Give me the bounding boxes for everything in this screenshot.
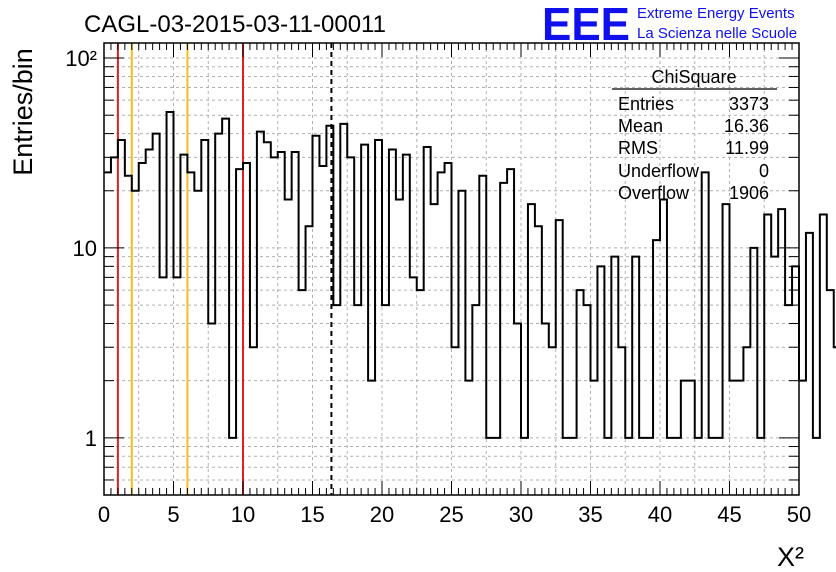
stats-value-underflow: 0 (759, 161, 769, 181)
stats-title: ChiSquare (651, 67, 736, 87)
stats-label-underflow: Underflow (618, 161, 700, 181)
y-tick-label: 1 (85, 426, 97, 451)
stats-value-rms: 11.99 (725, 138, 769, 158)
x-tick-label: 5 (167, 502, 179, 527)
stats-label-entries: Entries (618, 94, 674, 114)
y-tick-label: 10² (65, 46, 97, 71)
x-tick-label: 10 (231, 502, 255, 527)
eee-logo: EEE Extreme Energy Events La Scienza nel… (542, 0, 797, 50)
x-tick-label: 50 (787, 502, 811, 527)
x-tick-label: 20 (370, 502, 394, 527)
axis-ticks (103, 43, 800, 495)
stats-value-mean: 16.36 (724, 116, 769, 136)
y-axis-title: Entries/bin (8, 48, 38, 176)
x-tick-label: 30 (509, 502, 533, 527)
x-axis-title: X² (777, 542, 804, 572)
stats-label-mean: Mean (618, 116, 663, 136)
tick-labels: 0 5 10 15 20 25 30 35 40 45 50 1 10 10² (65, 46, 811, 527)
stats-value-entries: 3373 (729, 94, 769, 114)
x-tick-label: 25 (439, 502, 463, 527)
x-tick-label: 45 (717, 502, 741, 527)
eee-logo-mark: EEE (542, 0, 630, 50)
x-tick-label: 15 (300, 502, 324, 527)
reference-lines (116, 43, 333, 495)
chart-title: CAGL-03-2015-03-11-00011 (84, 11, 386, 38)
logo-line-1: Extreme Energy Events (637, 5, 795, 22)
stats-value-overflow: 1906 (729, 183, 769, 203)
x-tick-label: 40 (648, 502, 672, 527)
logo-line-2: La Scienza nelle Scuole (637, 25, 797, 42)
stats-label-rms: RMS (618, 138, 658, 158)
stats-label-overflow: Overflow (618, 183, 690, 203)
y-tick-label: 10 (73, 236, 97, 261)
x-tick-label: 35 (578, 502, 602, 527)
stats-box: ChiSquare Entries 3373 Mean 16.36 RMS 11… (612, 67, 777, 203)
histogram-outline (104, 110, 836, 439)
x-tick-label: 0 (98, 502, 110, 527)
histogram-layer (104, 110, 836, 439)
